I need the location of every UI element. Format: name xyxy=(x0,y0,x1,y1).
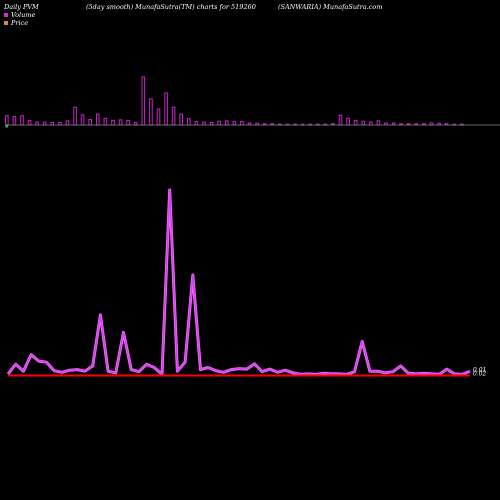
volume-bar xyxy=(217,120,221,126)
volume-bar xyxy=(164,92,168,126)
volume-bar xyxy=(42,121,47,126)
volume-bars xyxy=(5,76,464,128)
chart-header-right: (SANWARIA) MunafaSutra.com xyxy=(278,3,383,11)
legend-item-price: Price xyxy=(4,19,28,27)
volume-bar xyxy=(171,106,176,126)
legend-item-volume: Volume xyxy=(4,11,35,19)
legend-label-volume: Volume xyxy=(11,11,36,19)
volume-bar xyxy=(202,121,206,126)
volume-bar xyxy=(73,106,77,126)
volume-bar-negative xyxy=(5,125,9,128)
volume-bar xyxy=(5,115,9,126)
volume-bar xyxy=(338,114,343,126)
end-labels: 0.010.02 xyxy=(473,367,487,378)
volume-bar xyxy=(224,120,229,126)
volume-bar xyxy=(141,76,146,126)
volume-bar xyxy=(96,113,100,126)
volume-bar xyxy=(369,121,373,126)
volume-bar xyxy=(346,117,350,126)
volume-bar xyxy=(12,116,17,126)
end-label: 0.02 xyxy=(473,371,487,378)
volume-bar xyxy=(103,117,108,126)
volume-bar xyxy=(361,120,365,126)
chart-header-left: Daily PVM xyxy=(4,3,39,11)
volume-line-glow xyxy=(6,188,471,376)
volume-bar xyxy=(126,119,130,126)
volume-bar xyxy=(118,119,123,126)
volume-line xyxy=(7,189,471,376)
chart-header-middle: (5day smooth) MunafaSutra(TM) charts for… xyxy=(86,3,256,11)
volume-bar xyxy=(88,119,93,126)
volume-bar xyxy=(35,121,39,126)
volume-bar xyxy=(20,115,24,126)
end-label: 0.01 xyxy=(473,367,486,374)
volume-bar xyxy=(232,121,237,126)
volume-bar xyxy=(353,119,358,126)
legend-swatch-price xyxy=(4,21,8,25)
volume-bar xyxy=(376,120,381,126)
volume-bar xyxy=(65,120,70,126)
volume-bar xyxy=(27,119,32,126)
volume-bar xyxy=(111,119,115,126)
volume-bar xyxy=(149,98,153,126)
legend-label-price: Price xyxy=(11,19,29,27)
volume-price-lines xyxy=(6,188,471,377)
volume-bar xyxy=(240,121,244,126)
volume-bar xyxy=(187,118,191,126)
volume-bar xyxy=(194,121,199,126)
volume-bar xyxy=(179,113,183,126)
volume-bar xyxy=(80,114,85,126)
legend-swatch-volume xyxy=(4,13,8,17)
volume-bar xyxy=(156,108,161,126)
